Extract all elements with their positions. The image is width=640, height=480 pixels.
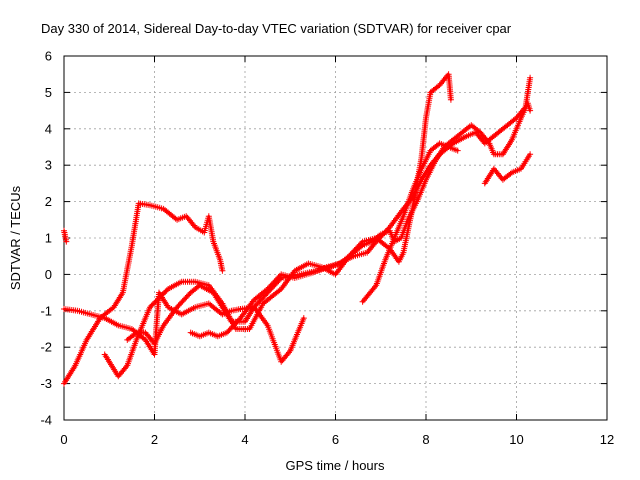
y-tick-label: 5	[45, 85, 52, 100]
series-track-h	[481, 151, 534, 187]
x-tick-label: 8	[422, 432, 429, 447]
y-tick-label: 2	[45, 194, 52, 209]
series-markers	[61, 227, 70, 245]
x-tick-label: 0	[60, 432, 67, 447]
y-tick-label: -3	[40, 376, 52, 391]
series-track-g	[359, 140, 461, 305]
data-series	[61, 71, 534, 387]
x-tick-label: 12	[600, 432, 614, 447]
y-axis-label: SDTVAR / TECUs	[8, 185, 23, 290]
series-track-a	[61, 227, 70, 245]
y-tick-label: 4	[45, 121, 52, 136]
y-tick-label: 6	[45, 49, 52, 64]
x-axis-label: GPS time / hours	[286, 458, 385, 473]
series-markers	[359, 140, 461, 305]
y-tick-label: 3	[45, 158, 52, 173]
x-tick-label: 4	[241, 432, 248, 447]
series-track-c	[61, 289, 307, 365]
x-tick-label: 2	[151, 432, 158, 447]
x-tick-label: 6	[332, 432, 339, 447]
y-tick-label: -1	[40, 303, 52, 318]
series-markers	[481, 151, 534, 187]
series-markers	[187, 100, 534, 340]
y-tick-label: 0	[45, 267, 52, 282]
y-tick-label: -2	[40, 340, 52, 355]
chart-title: Day 330 of 2014, Sidereal Day-to-day VTE…	[41, 21, 512, 36]
x-tick-label: 10	[509, 432, 523, 447]
series-track-f	[187, 100, 534, 340]
y-tick-label: 1	[45, 231, 52, 246]
y-tick-label: -4	[40, 413, 52, 428]
